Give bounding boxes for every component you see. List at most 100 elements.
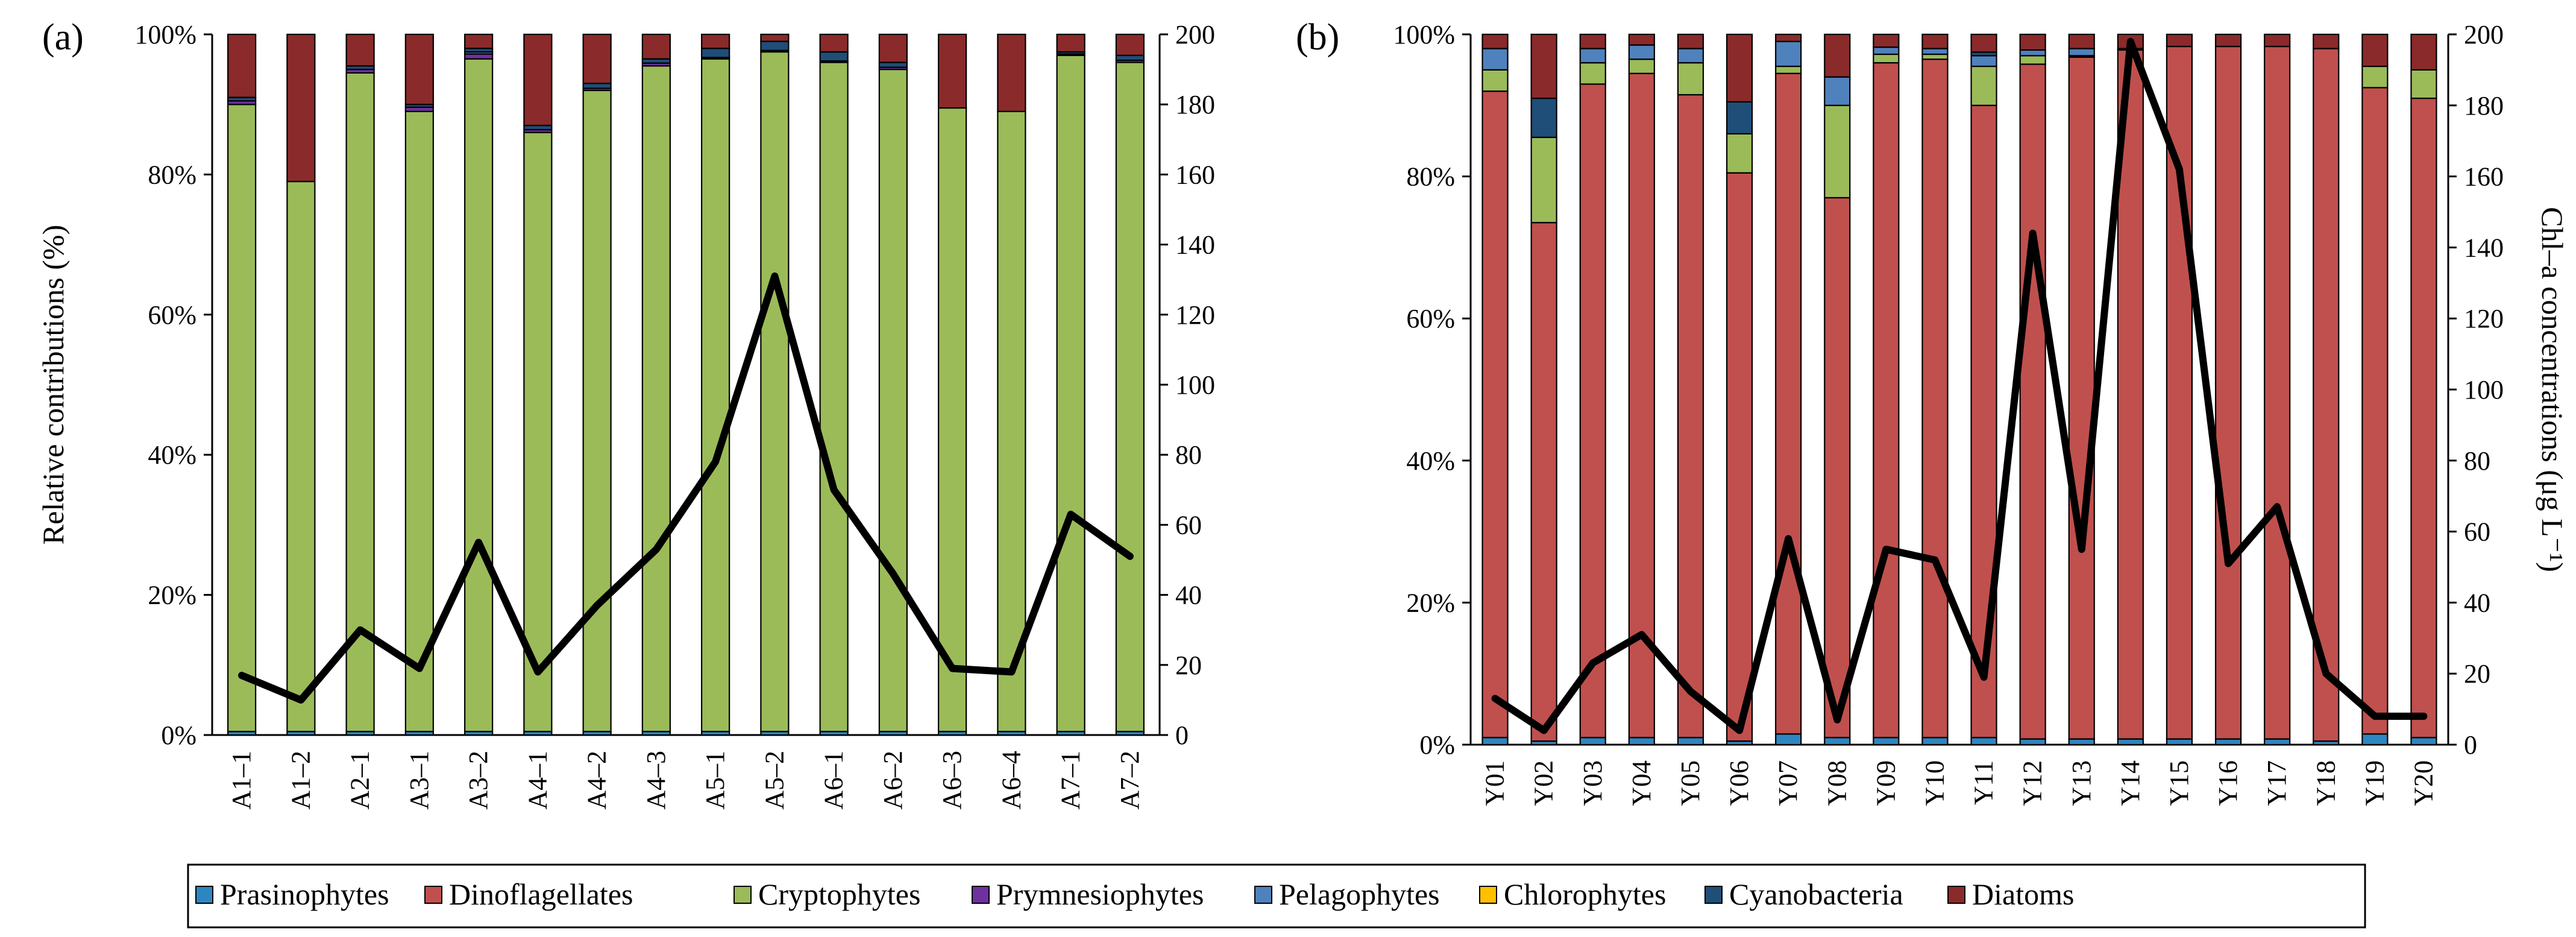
- y2-tick-label: 140: [1175, 230, 1215, 260]
- bar-segment-cryptophytes: [1628, 58, 1655, 74]
- bar-segment-prymnesiophytes: [464, 53, 494, 60]
- bar-segment-prasinophytes: [2214, 738, 2242, 746]
- bar-stack: [1824, 33, 1851, 746]
- bar-segment-prasinophytes: [2264, 738, 2291, 746]
- y2-tick-label: 160: [2464, 162, 2504, 192]
- bar-segment-prasinophytes: [1921, 737, 1949, 746]
- bar-segment-dinoflagellates: [1824, 197, 1851, 739]
- x-tick-label: A7–2: [1115, 751, 1145, 810]
- x-tick-label: Y19: [2360, 760, 2389, 806]
- bar-stack: [1726, 33, 1753, 746]
- bar-segment-dinoflagellates: [2068, 56, 2095, 740]
- legend-swatch: [1704, 886, 1723, 904]
- bar-segment-cryptophytes: [345, 72, 375, 733]
- bar-segment-pelagophytes: [1824, 76, 1851, 106]
- x-tick-label: A3–1: [404, 751, 434, 810]
- y2-tick-label: 100: [2464, 375, 2504, 405]
- bar-stack: [2410, 33, 2437, 746]
- bar-segment-cryptophytes: [523, 131, 553, 733]
- bar-segment-dinoflagellates: [1873, 62, 1900, 739]
- bar-stack: [1775, 33, 1802, 746]
- y2-tick-label: 80: [2464, 446, 2490, 476]
- y2-tick-label: 40: [2464, 588, 2490, 617]
- x-tick-label: A4–2: [582, 751, 612, 810]
- bar-segment-dinoflagellates: [2264, 45, 2291, 740]
- bar-segment-prasinophytes: [1677, 737, 1704, 746]
- bar-segment-dinoflagellates: [1921, 58, 1949, 739]
- x-tick-label: A7–1: [1056, 751, 1085, 810]
- x-tick-label: A6–1: [819, 751, 849, 810]
- legend: Prasinophytes Dinoflagellates Cryptophytes…: [187, 863, 2366, 929]
- y2-tick-label: 200: [1175, 20, 1215, 49]
- chart-panel-b: (b) 0% 20% 40% 60% 80% 100% 0 20 40 60 80 100 120 140 1…: [1296, 17, 2569, 806]
- bar-segment-prasinophytes: [1628, 737, 1655, 746]
- bar-segment-diatoms: [404, 33, 434, 106]
- panel-label: (b): [1296, 17, 1339, 58]
- bar-segment-prasinophytes: [2019, 738, 2046, 746]
- bar-segment-diatoms: [227, 33, 257, 98]
- legend-label: Prymnesiophytes: [996, 877, 1204, 911]
- bar-segment-diatoms: [286, 33, 316, 183]
- y-tick-label: 100%: [134, 20, 196, 49]
- bar-segment-cryptophytes: [1530, 136, 1557, 224]
- bar-stack: [819, 33, 849, 736]
- y2-tick-label: 60: [2464, 517, 2490, 547]
- x-tick-label: Y02: [1529, 760, 1559, 806]
- x-tick-label: A1–1: [227, 751, 256, 810]
- legend-item-pelagophytes: Pelagophytes: [1254, 877, 1440, 911]
- bar-segment-cyanobacteria: [1115, 54, 1145, 62]
- y2-tick-label: 0: [1175, 721, 1189, 750]
- x-tick-label: Y14: [2116, 760, 2145, 806]
- bar-stack: [997, 33, 1026, 736]
- bar-segment-cyanobacteria: [760, 40, 790, 51]
- bar-stack: [2214, 33, 2242, 746]
- x-tick-label: Y11: [1969, 760, 1999, 805]
- bar-segment-cryptophytes: [878, 68, 908, 733]
- bar-segment-diatoms: [2019, 33, 2046, 51]
- bar-stack: [2313, 33, 2340, 746]
- bar-stack: [1115, 33, 1145, 736]
- bar-segment-pelagophytes: [1873, 46, 1900, 55]
- bar-segment-diatoms: [345, 33, 375, 67]
- x-tick-label: Y03: [1578, 760, 1607, 806]
- bar-segment-cryptophytes: [1726, 133, 1753, 174]
- x-tick-label: Y16: [2213, 760, 2243, 806]
- bar-segment-prasinophytes: [1775, 733, 1802, 746]
- bar-segment-cryptophytes: [1824, 104, 1851, 199]
- bar-segment-prasinophytes: [1481, 737, 1509, 746]
- bar-segment-cryptophytes: [1873, 53, 1900, 64]
- x-tick-label: A3–2: [463, 751, 493, 810]
- bar-stack: [1677, 33, 1704, 746]
- bar-stack: [938, 33, 967, 736]
- bar-segment-diatoms: [760, 33, 790, 42]
- legend-item-dinoflagellates: Dinoflagellates: [424, 877, 633, 911]
- x-tick-label: Y07: [1773, 760, 1803, 806]
- x-tick-label: Y13: [2067, 760, 2096, 806]
- legend-box: [187, 863, 2366, 929]
- bar-stack: [582, 33, 612, 736]
- bar-segment-cryptophytes: [464, 58, 494, 733]
- legend-label: Chlorophytes: [1504, 877, 1666, 911]
- y-axis-title: Relative contributions (%): [36, 225, 70, 544]
- bar-segment-prasinophytes: [1873, 737, 1900, 746]
- bar-segment-cryptophytes: [641, 65, 671, 733]
- bar-segment-diatoms: [1775, 33, 1802, 42]
- y-tick-label: 80%: [148, 160, 196, 189]
- chl-a-line: [1491, 37, 2428, 734]
- bar-segment-diatoms: [2214, 33, 2242, 48]
- y-tick-label: 0%: [1419, 730, 1455, 760]
- panel-label: (a): [42, 17, 84, 58]
- bar-segment-diatoms: [997, 33, 1026, 112]
- bar-segment-diatoms: [641, 33, 671, 60]
- bar-stack: [641, 33, 671, 736]
- bar-segment-dinoflagellates: [1677, 94, 1704, 739]
- bar-stack: [404, 33, 434, 736]
- bar-stack: [1873, 33, 1900, 746]
- bar-stack: [345, 33, 375, 736]
- bar-segment-dinoflagellates: [2410, 97, 2437, 739]
- x-tick-label: A6–4: [996, 751, 1026, 810]
- bar-stack: [2361, 33, 2389, 746]
- bar-segment-cryptophytes: [1056, 54, 1085, 733]
- x-tick-label: A6–2: [878, 751, 908, 810]
- bar-segment-diatoms: [2361, 33, 2389, 68]
